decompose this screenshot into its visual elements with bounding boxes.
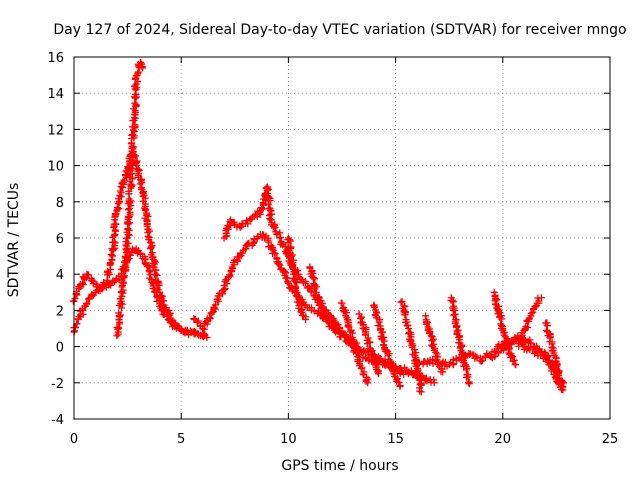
y-tick-label: 16 (47, 51, 64, 66)
series-markers (220, 183, 438, 387)
series-diag-4 (397, 297, 425, 396)
series-markers (306, 263, 340, 336)
x-tick-label: 25 (602, 432, 619, 447)
x-tick-label: 0 (70, 432, 78, 447)
data-series (69, 58, 568, 396)
series-markers (355, 310, 382, 378)
y-tick-label: 4 (56, 268, 64, 283)
series-markers (542, 319, 568, 390)
y-axis-ticks: -4 -2 0 2 4 6 8 10 12 14 16 (47, 51, 610, 428)
series-markers (397, 297, 425, 396)
y-tick-label: 6 (56, 232, 64, 247)
series-markers (284, 234, 310, 323)
series-markers (190, 230, 421, 380)
x-tick-label: 5 (177, 432, 185, 447)
series-markers (70, 245, 211, 342)
chart-title: Day 127 of 2024, Sidereal Day-to-day VTE… (53, 22, 626, 38)
x-tick-label: 15 (387, 432, 404, 447)
series-markers (490, 288, 520, 369)
y-tick-label: -2 (51, 377, 64, 392)
series-diag-1 (337, 299, 372, 387)
series-diag-9 (306, 263, 340, 336)
series-diag-5 (422, 312, 447, 376)
series-mid-hump (190, 230, 421, 380)
x-tick-label: 10 (280, 432, 297, 447)
series-early-rise (70, 245, 211, 342)
series-markers (422, 312, 447, 376)
x-axis-ticks: 0 5 10 15 20 25 (70, 57, 618, 447)
series-diag-2 (355, 310, 382, 378)
x-axis-label: GPS time / hours (281, 458, 398, 474)
series-markers (370, 301, 404, 390)
x-tick-label: 20 (495, 432, 512, 447)
y-tick-label: 12 (47, 123, 64, 138)
y-tick-label: 0 (56, 341, 64, 356)
series-diag-3 (370, 301, 404, 390)
series-markers (516, 294, 545, 343)
y-tick-label: 2 (56, 304, 64, 319)
series-mid-hump-upper (220, 183, 438, 387)
series-right-climb (516, 294, 545, 343)
series-spike (113, 58, 147, 340)
series-markers (113, 58, 147, 340)
grid-lines (74, 57, 610, 419)
y-tick-label: -4 (51, 413, 64, 428)
y-axis-label: SDTVAR / TECUs (6, 183, 22, 298)
series-diag-7 (490, 288, 520, 369)
series-diag-8 (284, 234, 310, 323)
series-diag-6 (447, 294, 473, 388)
y-tick-label: 8 (56, 196, 64, 211)
series-end-drop (542, 319, 568, 390)
y-tick-label: 10 (47, 160, 64, 175)
series-markers (447, 294, 473, 388)
series-markers (337, 299, 372, 387)
y-tick-label: 14 (47, 87, 64, 102)
